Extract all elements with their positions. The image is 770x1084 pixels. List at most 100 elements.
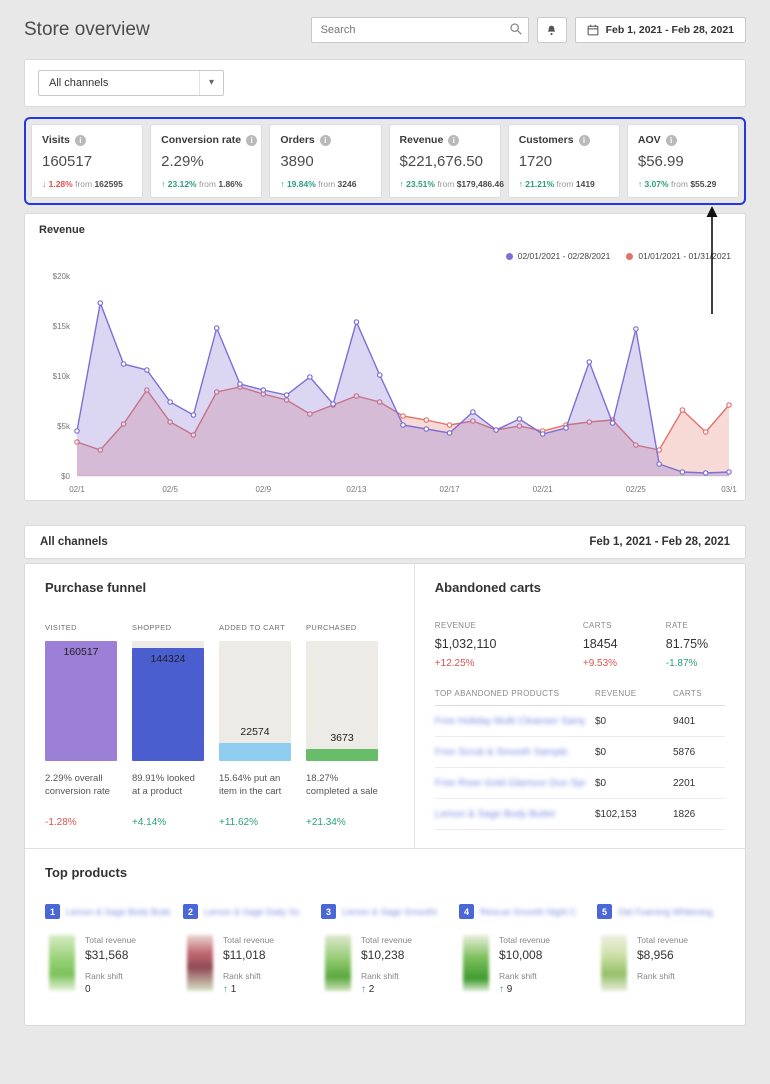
- funnel-stage-label: PURCHASED: [306, 623, 357, 632]
- funnel-bar-fill: [45, 641, 117, 761]
- funnel-stages: VISITED 160517 2.29% overall conversion ra…: [45, 623, 394, 828]
- top-products-title: Top products: [45, 865, 128, 880]
- abandoned-products-table: TOP ABANDONED PRODUCTS REVENUE CARTS Fre…: [434, 689, 725, 830]
- top-product-info: Total revenue $11,018 Rank shift ↑ 1: [223, 935, 274, 995]
- section-header: All channels Feb 1, 2021 - Feb 28, 2021: [24, 525, 746, 559]
- arrow-up-icon: ↑: [361, 984, 369, 995]
- abandoned-product-row: Free Scrub & Smooth Sample $0 5876: [434, 737, 725, 768]
- rank-badge: 1: [45, 904, 60, 919]
- abandoned-product-row: Free Holiday Multi Cleanser Sample $0 9401: [434, 706, 725, 737]
- abandoned-stat-rate: RATE 81.75% -1.87%: [666, 621, 725, 669]
- search-input[interactable]: [310, 17, 529, 43]
- abandoned-stat-label: REVENUE: [434, 621, 477, 630]
- legend-item-02-01-2021-02-28-2021[interactable]: 02/01/2021 - 02/28/2021: [505, 250, 610, 262]
- funnel-bar-value: 22574: [240, 726, 270, 738]
- purchase-funnel-title: Purchase funnel: [45, 580, 147, 595]
- abandoned-carts-title: Abandoned carts: [434, 580, 541, 595]
- funnel-stage-label: SHOPPED: [132, 623, 172, 632]
- top-product-link[interactable]: Lemon & Sage Daily So: [204, 906, 300, 917]
- funnel-stage-visited: VISITED 160517 2.29% overall conversion ra…: [45, 623, 117, 828]
- top-product-body: Total revenue $11,018 Rank shift ↑ 1: [183, 935, 311, 995]
- svg-text:02/21: 02/21: [533, 485, 554, 494]
- kpi-card-customers: Customers i 1720 ↑ 21.21% from 1419: [507, 124, 620, 198]
- top-product-link[interactable]: Oat Foaming Whitening: [618, 906, 713, 917]
- rank-shift-label: Rank shift: [637, 971, 675, 981]
- info-icon[interactable]: i: [74, 134, 86, 146]
- abandoned-product-carts: 5876: [672, 746, 696, 758]
- info-icon[interactable]: i: [246, 134, 258, 146]
- product-thumbnail: [325, 935, 351, 991]
- section-header-date: Feb 1, 2021 - Feb 28, 2021: [589, 536, 730, 548]
- arrow-up-icon: ↑: [223, 984, 231, 995]
- rank-badge: 2: [183, 904, 198, 919]
- funnel-stage-delta: +4.14%: [132, 817, 167, 828]
- rank-badge: 4: [459, 904, 474, 919]
- funnel-stage-caption: 89.91% looked at a product: [132, 773, 195, 797]
- arrow-up-icon: ↑ 23.12%: [161, 179, 197, 189]
- abandoned-stat-delta: +12.25%: [434, 658, 475, 669]
- funnel-bar-fill: [132, 648, 204, 761]
- kpi-previous-value: $179,486.46: [456, 179, 504, 189]
- kpi-label: Conversion rate i: [161, 134, 258, 146]
- kpi-previous-value: $55.29: [690, 179, 717, 189]
- channel-select-value: All channels: [49, 77, 109, 89]
- top-product-head: 4 Rescue Smooth Night C: [459, 904, 587, 919]
- funnel-stage-purchased: PURCHASED 3673 18.27% completed a sale +21.…: [306, 623, 378, 828]
- kpi-delta: ↑ 19.84% from 3246: [280, 179, 357, 189]
- kpi-delta: ↑ 21.21% from 1419: [518, 179, 595, 189]
- calendar-icon: [587, 24, 598, 36]
- total-revenue-label: Total revenue: [499, 935, 551, 945]
- kpi-previous-value: 162595: [94, 179, 123, 189]
- top-product-4: 4 Rescue Smooth Night C Total revenue $10,0…: [459, 904, 587, 995]
- abandoned-stat-value: 18454: [582, 637, 618, 651]
- date-range-button[interactable]: Feb 1, 2021 - Feb 28, 2021: [574, 17, 746, 43]
- channel-select[interactable]: All channels ▾: [38, 70, 224, 96]
- kpi-label: Visits i: [42, 134, 133, 146]
- svg-text:$0: $0: [61, 472, 70, 481]
- arrow-up-icon: ↑ 23.51%: [399, 179, 435, 189]
- svg-text:02/5: 02/5: [162, 485, 178, 494]
- top-product-link[interactable]: Lemon & Sage Body Butter: [66, 906, 170, 917]
- abandoned-product-link[interactable]: Free Scrub & Smooth Sample: [434, 746, 568, 758]
- top-product-link[interactable]: Rescue Smooth Night C: [480, 906, 577, 917]
- total-revenue-value: $10,238: [361, 948, 405, 962]
- total-revenue-label: Total revenue: [85, 935, 137, 945]
- purchase-funnel-panel: Purchase funnel VISITED 160517 2.29% overa…: [25, 564, 414, 848]
- abandoned-stat-revenue: REVENUE $1,032,110 +12.25%: [435, 621, 583, 669]
- svg-text:$20k: $20k: [53, 272, 71, 281]
- revenue-chart: $0 $5k $10k $15k $20k 02/1 02/5 02/9 02/13 02/17 0…: [39, 264, 738, 503]
- arrow-up-icon: ↑ 3.07%: [637, 179, 669, 189]
- kpi-delta: ↓ 1.28% from 162595: [42, 179, 123, 189]
- total-revenue-value: $11,018: [223, 948, 266, 962]
- abandoned-product-link[interactable]: Lemon & Sage Body Butter: [434, 808, 556, 820]
- total-revenue-value: $8,956: [637, 948, 674, 962]
- kpi-card-orders: Orders i 3890 ↑ 19.84% from 3246: [269, 124, 382, 198]
- kpi-row-highlight: Visits i 160517 ↓ 1.28% from 162595 Conversi…: [24, 117, 746, 205]
- info-icon[interactable]: i: [448, 134, 460, 146]
- abandoned-product-link[interactable]: Free Holiday Multi Cleanser Sample: [434, 715, 585, 727]
- notifications-button[interactable]: [536, 17, 567, 43]
- svg-text:$5k: $5k: [57, 422, 71, 431]
- channel-selector-card: All channels ▾: [24, 59, 746, 107]
- top-product-link[interactable]: Lemon & Sage Smoothi: [342, 906, 438, 917]
- top-product-info: Total revenue $31,568 Rank shift 0: [85, 935, 136, 995]
- kpi-delta: ↑ 3.07% from $55.29: [637, 179, 717, 189]
- svg-text:02/25: 02/25: [626, 485, 647, 494]
- legend-item-01-01-2021-01-31-2021[interactable]: 01/01/2021 - 01/31/2021: [626, 250, 731, 262]
- chart-title: Revenue: [39, 224, 85, 236]
- info-icon[interactable]: i: [665, 134, 677, 146]
- kpi-value: 2.29%: [161, 153, 204, 170]
- funnel-stage-caption: 18.27% completed a sale: [306, 773, 378, 797]
- top-product-2: 2 Lemon & Sage Daily So Total revenue $11,0…: [183, 904, 311, 995]
- svg-text:02/13: 02/13: [346, 485, 367, 494]
- info-icon[interactable]: i: [578, 134, 590, 146]
- rank-shift-label: Rank shift: [361, 971, 399, 981]
- revenue-chart-svg: $0 $5k $10k $15k $20k 02/1 02/5 02/9 02/13 02/17 0…: [53, 272, 738, 494]
- top-products-panel: Top products 1 Lemon & Sage Body Butter To…: [25, 848, 745, 1025]
- topbar: Store overview Feb 1, 2: [24, 14, 746, 46]
- funnel-stage-added-to-cart: ADDED TO CART 22574 15.64% put an item in …: [219, 623, 291, 828]
- abandoned-product-link[interactable]: Free Rose Gold Glamour Duo Spring: [434, 777, 585, 789]
- funnel-bar-fill: [219, 743, 291, 761]
- product-thumbnail: [187, 935, 213, 991]
- info-icon[interactable]: i: [319, 134, 331, 146]
